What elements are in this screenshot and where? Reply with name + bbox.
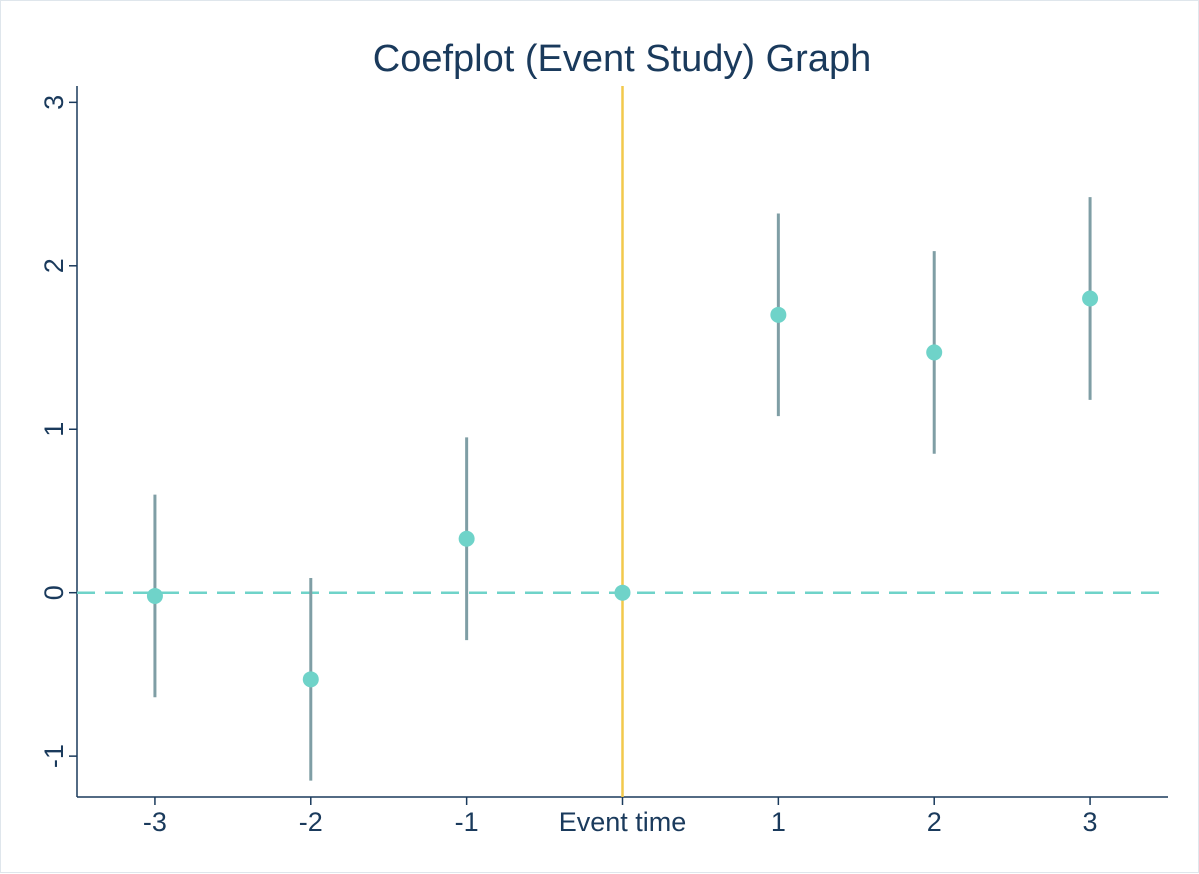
x-tick-label: Event time [559, 807, 687, 837]
y-tick-label: 2 [39, 258, 69, 273]
x-tick-label: 1 [771, 807, 786, 837]
coefficient-point [770, 306, 787, 323]
coefficient-point [926, 344, 943, 361]
chart-title: Coefplot (Event Study) Graph [373, 38, 871, 80]
coefficient-point [146, 587, 163, 604]
coefficient-point [614, 584, 631, 601]
y-tick-label: -1 [39, 744, 69, 768]
x-tick-label: 3 [1083, 807, 1098, 837]
y-tick-label: 3 [39, 95, 69, 110]
x-tick-label: -2 [299, 807, 323, 837]
y-tick-label: 1 [39, 422, 69, 437]
coefficient-point [1082, 290, 1099, 307]
plot-area: -1 0 1 2 3 -3 -2 -1 Event time 1 2 3 [39, 86, 1168, 837]
x-tick-label: -1 [455, 807, 479, 837]
x-tick-label: -3 [143, 807, 167, 837]
coefficient-point [458, 530, 475, 547]
coefficient-point [302, 671, 319, 688]
x-tick-label: 2 [927, 807, 942, 837]
y-tick-label: 0 [39, 585, 69, 600]
